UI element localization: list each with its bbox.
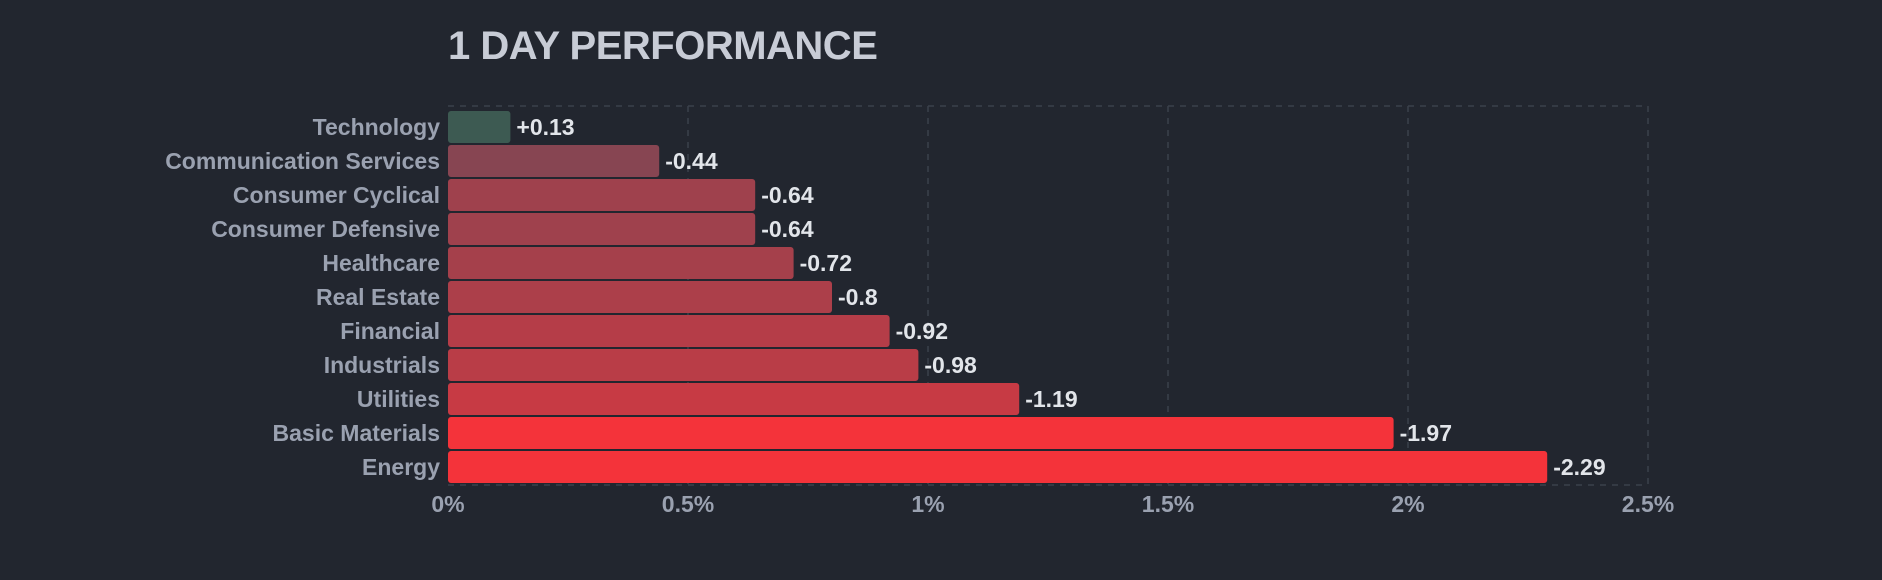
data-label: -1.97	[1400, 420, 1452, 446]
category-label: Energy	[362, 454, 440, 480]
chart-title: 1 DAY PERFORMANCE	[448, 24, 878, 68]
data-label: -0.64	[761, 182, 814, 208]
bar	[448, 111, 511, 143]
category-label: Financial	[340, 318, 440, 344]
labels: Technology +0.13 Communication Services -0.…	[165, 114, 1605, 480]
data-label: -0.44	[665, 148, 718, 174]
bar	[448, 247, 794, 279]
category-label: Communication Services	[165, 148, 440, 174]
data-label: -2.29	[1553, 454, 1605, 480]
bar	[448, 417, 1394, 449]
bar	[448, 281, 832, 313]
data-label: -1.19	[1025, 386, 1077, 412]
data-label: -0.64	[761, 216, 814, 242]
x-tick-label: 0.5%	[662, 491, 714, 517]
x-tick-label: 2%	[1391, 491, 1424, 517]
bar	[448, 315, 890, 347]
data-label: -0.98	[924, 352, 977, 378]
bar	[448, 383, 1020, 415]
data-label: +0.13	[516, 114, 574, 140]
data-label: -0.92	[896, 318, 948, 344]
bar	[448, 213, 756, 245]
category-label: Consumer Cyclical	[233, 182, 440, 208]
x-tick-label: 1%	[911, 491, 944, 517]
bar	[448, 145, 660, 177]
data-label: -0.8	[838, 284, 878, 310]
data-label: -0.72	[800, 250, 852, 276]
x-axis: 0% 0.5% 1% 1.5% 2% 2.5%	[431, 491, 1674, 517]
bar	[448, 349, 919, 381]
category-label: Industrials	[324, 352, 440, 378]
bars	[448, 111, 1548, 483]
category-label: Real Estate	[316, 284, 440, 310]
x-tick-label: 2.5%	[1622, 491, 1674, 517]
category-label: Basic Materials	[273, 420, 440, 446]
bar	[448, 179, 756, 211]
category-label: Technology	[313, 114, 441, 140]
category-label: Healthcare	[322, 250, 440, 276]
x-tick-label: 1.5%	[1142, 491, 1194, 517]
bar	[448, 451, 1548, 483]
category-label: Consumer Defensive	[211, 216, 440, 242]
category-label: Utilities	[357, 386, 440, 412]
x-tick-label: 0%	[431, 491, 464, 517]
